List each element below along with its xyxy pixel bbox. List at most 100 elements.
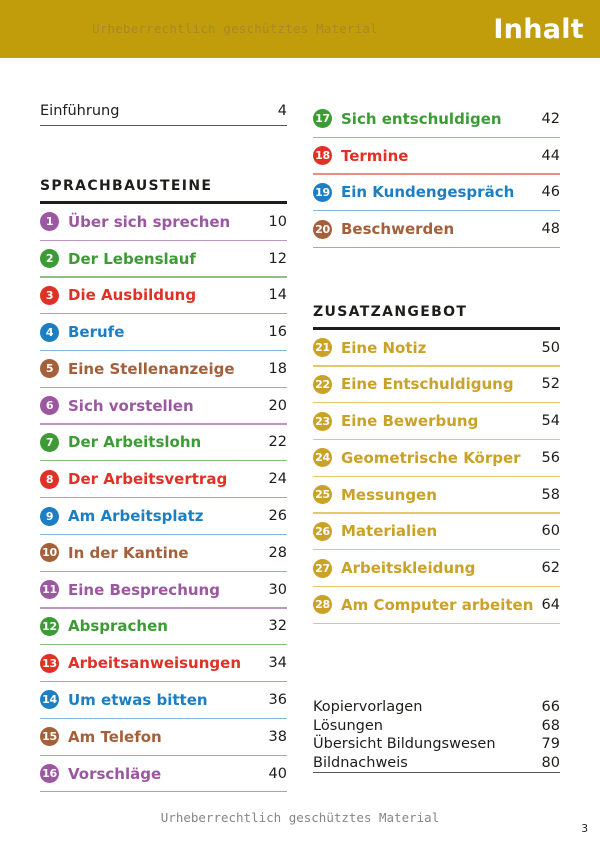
row-divider-rule (40, 791, 287, 793)
toc-row-label: Der Lebenslauf (68, 249, 196, 268)
chapter-number-badge: 10 (40, 543, 59, 563)
row-divider-rule (40, 239, 287, 241)
chapter-number-badge: 15 (40, 727, 59, 747)
toc-row[interactable]: 4 Berufe 16 (40, 314, 287, 350)
toc-row-label: Der Arbeitsvertrag (68, 470, 228, 489)
chapter-number-badge: 22 (313, 374, 332, 394)
row-divider-rule (40, 754, 287, 756)
toc-row-label: Messungen (341, 485, 437, 504)
row-divider-rule (40, 423, 287, 425)
toc-row-label: Beschwerden (341, 220, 455, 239)
toc-row-label: Arbeitsanweisungen (68, 654, 242, 673)
toc-row[interactable]: 28 Am Computer arbeiten 64 (313, 587, 560, 623)
toc-row[interactable]: 10 In der Kantine 28 (40, 535, 287, 571)
chapter-number-badge: 9 (40, 506, 59, 526)
toc-row[interactable]: 20 Beschwerden 48 (313, 211, 560, 247)
toc-row[interactable]: 26 Materialien 60 (313, 514, 560, 550)
toc-row-page: 42 (541, 110, 560, 127)
toc-row-label: Materialien (341, 522, 438, 541)
toc-row[interactable]: 18 Termine 44 (313, 138, 560, 174)
toc-row-page: 36 (268, 691, 287, 708)
chapter-number-badge: 23 (313, 411, 332, 431)
toc-row[interactable]: 16 Vorschläge 40 (40, 756, 287, 792)
toc-row-page: 40 (268, 765, 287, 782)
row-divider-rule (40, 680, 287, 683)
toc-row[interactable]: 21 Eine Notiz 50 (313, 330, 560, 366)
toc-row-page: 10 (268, 213, 287, 230)
row-divider-rule (313, 246, 560, 249)
toc-row[interactable]: 9 Am Arbeitsplatz 26 (40, 498, 287, 534)
toc-appendix-label: Lösungen (313, 717, 383, 734)
toc-row[interactable]: 24 Geometrische Körper 56 (313, 440, 560, 476)
toc-row-page: 18 (268, 360, 287, 377)
toc-row[interactable]: 14 Um etwas bitten 36 (40, 682, 287, 718)
toc-appendix-row[interactable]: Bildnachweis 80 (313, 754, 560, 773)
toc-row[interactable]: 17 Sich entschuldigen 42 (313, 101, 560, 137)
toc-row[interactable]: 11 Eine Besprechung 30 (40, 572, 287, 608)
row-divider-rule (313, 136, 560, 138)
chapter-number-badge: 17 (313, 109, 332, 129)
toc-row-label: In der Kantine (68, 543, 189, 562)
row-divider-rule (40, 276, 287, 278)
toc-row[interactable]: 5 Eine Stellenanzeige 18 (40, 351, 287, 387)
toc-row-page: 26 (268, 508, 287, 525)
section-title-sprachbausteine: SPRACHBAUSTEINE (40, 178, 213, 195)
toc-appendix-label: Kopiervorlagen (313, 699, 423, 716)
row-divider-rule (313, 173, 560, 175)
toc-row-label: Termine (341, 146, 409, 165)
toc-row[interactable]: 2 Der Lebenslauf 12 (40, 241, 287, 277)
toc-row-page: 44 (541, 147, 560, 164)
chapter-number-badge: 28 (313, 595, 332, 615)
chapter-number-badge: 21 (313, 338, 332, 358)
toc-row[interactable]: 22 Eine Entschuldigung 52 (313, 367, 560, 403)
chapter-number-badge: 16 (40, 764, 59, 783)
toc-row[interactable]: 23 Eine Bewerbung 54 (313, 403, 560, 439)
chapter-number-badge: 5 (40, 359, 59, 379)
toc-row[interactable]: 27 Arbeitskleidung 62 (313, 550, 560, 586)
toc-row[interactable]: 13 Arbeitsanweisungen 34 (40, 645, 287, 681)
toc-row-label: Eine Stellenanzeige (68, 359, 235, 378)
row-divider-rule (313, 438, 560, 441)
chapter-number-badge: 1 (40, 212, 59, 232)
toc-row[interactable]: 19 Ein Kundengespräch 46 (313, 175, 560, 211)
header-watermark-text: Urheberrechtlich geschütztes Material (92, 21, 378, 36)
toc-row[interactable]: 6 Sich vorstellen 20 (40, 388, 287, 424)
toc-entry-label: Einführung (40, 102, 120, 119)
toc-row[interactable]: 25 Messungen 58 (313, 477, 560, 513)
toc-appendix-row[interactable]: Lösungen 68 (313, 717, 560, 736)
chapter-number-badge: 11 (40, 580, 59, 600)
row-divider-rule (313, 402, 560, 404)
toc-row-label: Eine Besprechung (68, 580, 220, 599)
toc-appendix-row[interactable]: Kopiervorlagen 66 (313, 698, 560, 717)
toc-row-label: Arbeitskleidung (341, 559, 476, 578)
toc-entry-einfuehrung[interactable]: Einführung 4 (40, 96, 287, 125)
divider-rule (40, 125, 287, 127)
toc-row-label: Um etwas bitten (68, 690, 208, 709)
chapter-number-badge: 19 (313, 182, 332, 202)
toc-row-page: 52 (541, 376, 560, 393)
toc-appendix-page: 79 (541, 736, 560, 753)
page-title: Inhalt (493, 14, 584, 45)
chapter-number-badge: 6 (40, 396, 59, 416)
toc-right-column: 17 Sich entschuldigen 42 18 Termine 44 19 Ein K… (313, 58, 560, 624)
toc-appendix-row[interactable]: Übersicht Bildungswesen 79 (313, 735, 560, 754)
toc-row[interactable]: 12 Absprachen 32 (40, 609, 287, 645)
toc-row-page: 34 (268, 655, 287, 672)
toc-row-page: 38 (268, 728, 287, 745)
toc-row[interactable]: 15 Am Telefon 38 (40, 719, 287, 755)
row-divider-rule (40, 607, 287, 609)
chapter-number-badge: 20 (313, 219, 332, 239)
toc-row[interactable]: 3 Die Ausbildung 14 (40, 278, 287, 314)
page-folio-number: 3 (581, 823, 588, 835)
toc-row-page: 16 (268, 324, 287, 341)
row-divider-rule (313, 622, 560, 624)
toc-row-page: 60 (541, 523, 560, 540)
toc-appendix-label: Übersicht Bildungswesen (313, 736, 496, 753)
toc-row[interactable]: 7 Der Arbeitslohn 22 (40, 425, 287, 461)
toc-row-label: Am Arbeitsplatz (68, 507, 204, 526)
toc-row-label: Der Arbeitslohn (68, 433, 202, 452)
chapter-number-badge: 27 (313, 558, 332, 578)
toc-row[interactable]: 8 Der Arbeitsvertrag 24 (40, 461, 287, 497)
toc-row-label: Die Ausbildung (68, 286, 197, 305)
toc-row[interactable]: 1 Über sich sprechen 10 (40, 204, 287, 240)
